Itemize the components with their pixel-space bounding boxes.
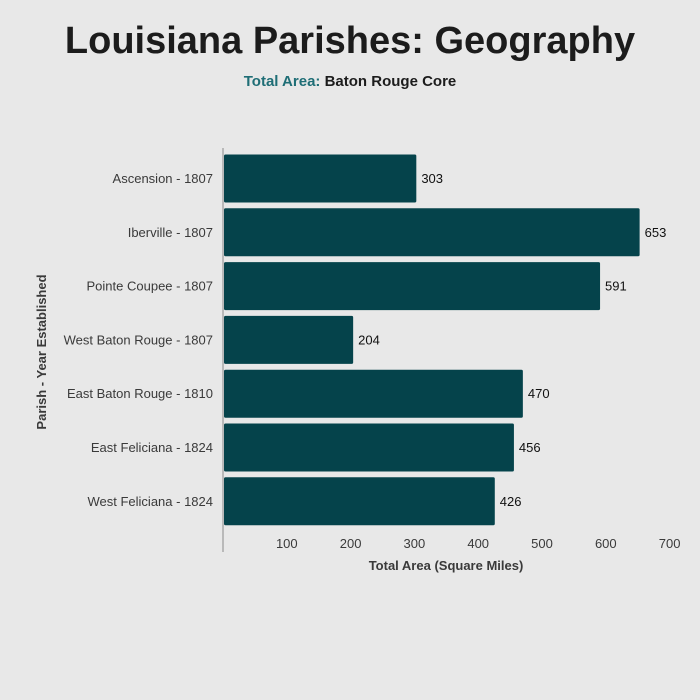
x-tick-labels-group: 100 200 300 400 500 600 700 [276,536,681,551]
y-axis-title: Parish - Year Established [34,274,49,429]
category-label: East Feliciana - 1824 [91,440,213,455]
value-label: 303 [421,171,443,186]
subtitle-prefix: Total Area: [243,73,321,90]
x-tick-label: 200 [340,536,362,551]
bars-group [224,154,640,526]
value-label: 653 [645,225,667,240]
x-tick-label: 400 [467,536,489,551]
bar [224,423,514,472]
value-label: 591 [605,279,627,294]
category-label: Iberville - 1807 [128,225,213,240]
value-label: 456 [519,440,541,455]
x-tick-label: 300 [404,536,426,551]
x-axis-title: Total Area (Square Miles) [369,558,524,573]
value-label: 470 [528,386,550,401]
bar [224,154,417,203]
bar [224,208,640,257]
value-labels-group: 303 653 591 204 470 456 426 [358,171,666,509]
category-labels-group: Ascension - 1807 Iberville - 1807 Pointe C… [64,171,213,509]
category-label: West Feliciana - 1824 [88,494,214,509]
bar [224,369,523,418]
x-tick-label: 100 [276,536,298,551]
value-label: 426 [500,494,522,509]
x-tick-label: 500 [531,536,553,551]
subtitle-rest: Baton Rouge Core [324,73,457,90]
category-label: Pointe Coupee - 1807 [87,279,213,294]
bar [224,262,601,311]
category-label: Ascension - 1807 [113,171,213,186]
chart-title: Louisiana Parishes: Geography [64,20,636,62]
category-label: West Baton Rouge - 1807 [64,332,213,347]
chart-subtitle: Total Area: Baton Rouge Core [0,73,700,90]
bar [224,477,495,526]
bar [224,315,354,364]
x-tick-label: 700 [659,536,681,551]
category-label: East Baton Rouge - 1810 [67,386,213,401]
value-label: 204 [358,332,380,347]
x-tick-label: 600 [595,536,617,551]
